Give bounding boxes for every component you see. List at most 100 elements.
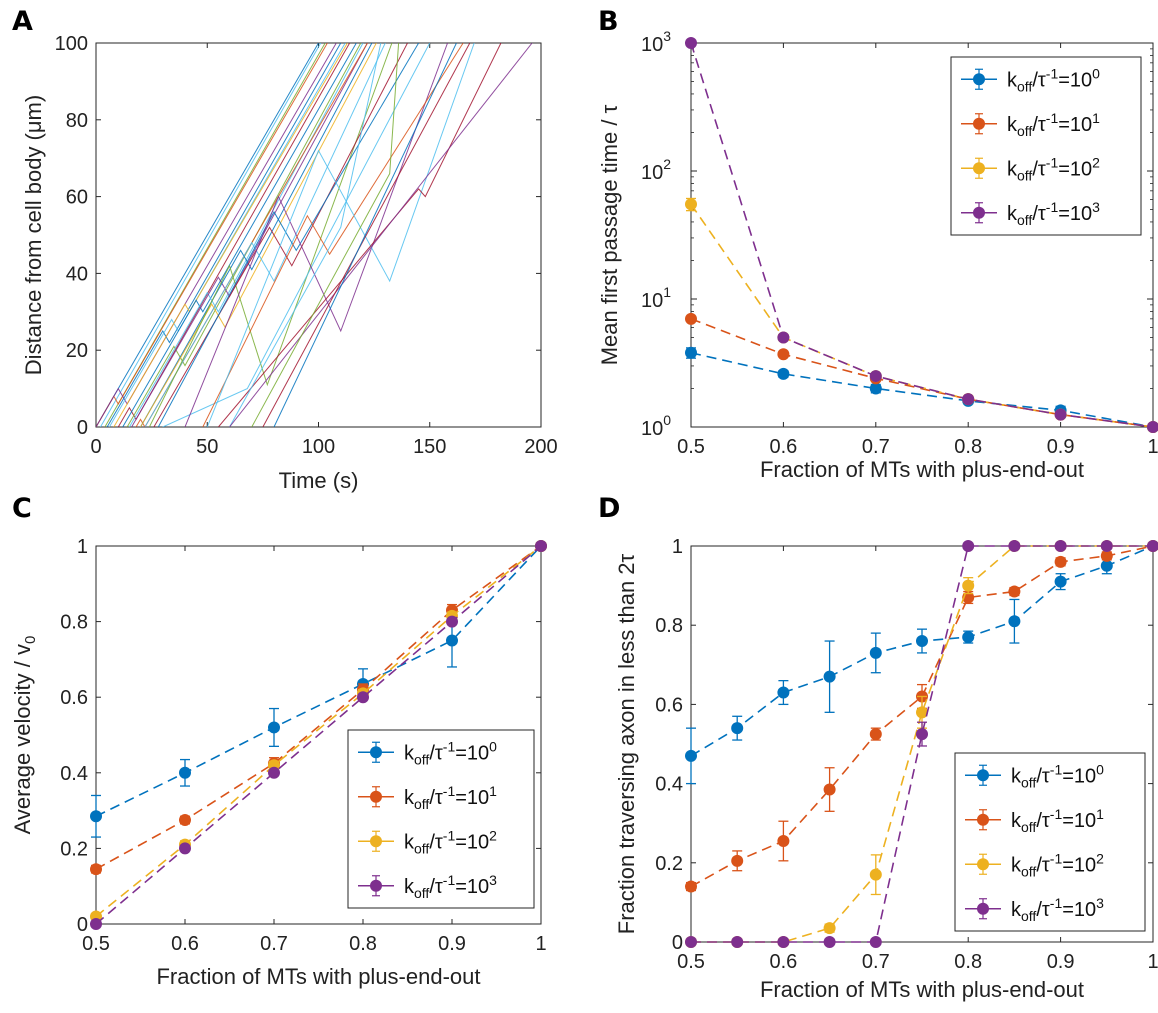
data-point <box>685 198 697 211</box>
legend-entry: koff/τ-1=101 <box>1011 806 1104 835</box>
legend-entry: koff/τ-1=101 <box>1007 110 1100 139</box>
data-point <box>962 579 975 592</box>
x-tick-label: 1 <box>1147 436 1158 458</box>
trajectory-line <box>229 43 533 427</box>
legend-marker <box>977 858 989 871</box>
data-point <box>731 722 744 735</box>
y-tick-label: 0 <box>77 914 88 936</box>
trajectory-line <box>262 43 471 427</box>
data-point <box>685 936 697 948</box>
data-point <box>535 540 547 552</box>
panel-b-mean-first-passage: 0.5 0.6 0.7 0.8 0.9 1 100 101 102 103 Fraction of … <box>597 28 1158 482</box>
trajectory-line <box>202 43 464 427</box>
series-line-c <box>95 545 542 925</box>
x-axis-label: Fraction of MTs with plus-end-out <box>760 977 1084 1002</box>
legend-marker <box>977 769 989 782</box>
legend-entry: koff/τ-1=103 <box>404 872 497 901</box>
legend-entry: koff/τ-1=100 <box>404 738 497 767</box>
data-point <box>823 783 836 796</box>
x-axis-label: Fraction of MTs with plus-end-out <box>760 457 1084 482</box>
data-point <box>90 918 102 930</box>
trajectory-line <box>96 43 319 427</box>
trajectory-group <box>96 43 533 427</box>
trajectory-line <box>100 43 322 427</box>
trajectory-line <box>113 43 348 427</box>
data-point <box>685 749 697 762</box>
trajectory-line <box>229 43 382 427</box>
panel-letter-a: A <box>12 6 33 37</box>
legend-marker <box>977 813 989 826</box>
data-point <box>916 635 928 648</box>
y-tick-label: 0.4 <box>60 763 88 785</box>
y-tick-label: 60 <box>66 187 88 209</box>
data-point <box>446 634 458 647</box>
panel-c-average-velocity: 0.5 0.6 0.7 0.8 0.9 1 0 0.2 0.4 0.6 0.8 1 Fraction o… <box>10 536 547 989</box>
y-tick-label: 40 <box>66 263 88 285</box>
y-tick-label: 0.4 <box>655 774 683 796</box>
series-line-c <box>95 545 542 817</box>
legend-marker <box>973 117 985 130</box>
y-tick-label: 0.2 <box>655 853 683 875</box>
trajectory-line <box>122 43 357 427</box>
data-point <box>869 646 882 659</box>
x-tick-label: 50 <box>196 436 218 458</box>
y-tick-label: 20 <box>66 340 88 362</box>
legend-entry: koff/τ-1=103 <box>1007 199 1100 228</box>
data-point <box>1054 408 1067 421</box>
series-line-b <box>690 42 1154 428</box>
data-point <box>777 367 790 380</box>
trajectory-line <box>184 43 449 427</box>
x-tick-label: 0.8 <box>954 951 982 973</box>
data-point <box>179 842 191 855</box>
series-line-c <box>95 545 542 870</box>
trajectory-line <box>96 43 337 427</box>
legend-marker <box>973 73 985 86</box>
x-tick-label: 0.7 <box>862 436 890 458</box>
legend-marker <box>370 790 382 803</box>
y-tick-label: 0 <box>77 417 88 439</box>
x-tick-label: 0.7 <box>260 933 288 955</box>
x-tick-label: 0.5 <box>677 951 705 973</box>
data-point <box>777 835 790 848</box>
legend-marker <box>370 879 382 892</box>
y-tick-label: 0.8 <box>655 615 683 637</box>
data-point <box>1100 540 1113 552</box>
data-point <box>1100 559 1113 572</box>
data-point <box>962 393 975 406</box>
legend-marker <box>370 835 382 848</box>
x-tick-label: 0.5 <box>82 933 110 955</box>
trajectory-line <box>273 43 457 427</box>
data-point <box>685 346 697 359</box>
series-line-b <box>690 352 1154 428</box>
trajectory-line <box>206 43 475 427</box>
data-point <box>1008 585 1021 598</box>
data-point <box>869 370 882 383</box>
data-point <box>916 728 928 741</box>
data-point <box>777 936 790 948</box>
y-tick-label: 0.6 <box>60 687 88 709</box>
trajectory-line <box>144 43 386 427</box>
legend-marker <box>370 746 382 759</box>
x-tick-label: 0.6 <box>769 436 797 458</box>
data-point <box>179 766 191 779</box>
data-point <box>869 728 882 741</box>
y-tick-label: 103 <box>641 28 671 56</box>
y-tick-label: 80 <box>66 110 88 132</box>
x-tick-label: 1 <box>535 933 546 955</box>
x-tick-label: 0.8 <box>349 933 377 955</box>
data-point <box>869 382 882 395</box>
legend-entry: koff/τ-1=102 <box>404 827 497 856</box>
x-tick-label: 100 <box>302 436 335 458</box>
trajectory-line <box>131 43 368 427</box>
data-point <box>731 854 744 867</box>
data-point <box>962 540 975 552</box>
y-axis-label: Mean first passage time / τ <box>597 104 622 365</box>
legend-entry: koff/τ-1=102 <box>1011 850 1104 879</box>
trajectory-line <box>108 43 346 427</box>
legend-entry: koff/τ-1=101 <box>404 783 497 812</box>
x-tick-label: 0.8 <box>954 436 982 458</box>
legend-box-b <box>950 56 1142 236</box>
data-point <box>268 721 280 734</box>
y-tick-label: 101 <box>641 284 671 312</box>
x-tick-label: 0 <box>90 436 101 458</box>
